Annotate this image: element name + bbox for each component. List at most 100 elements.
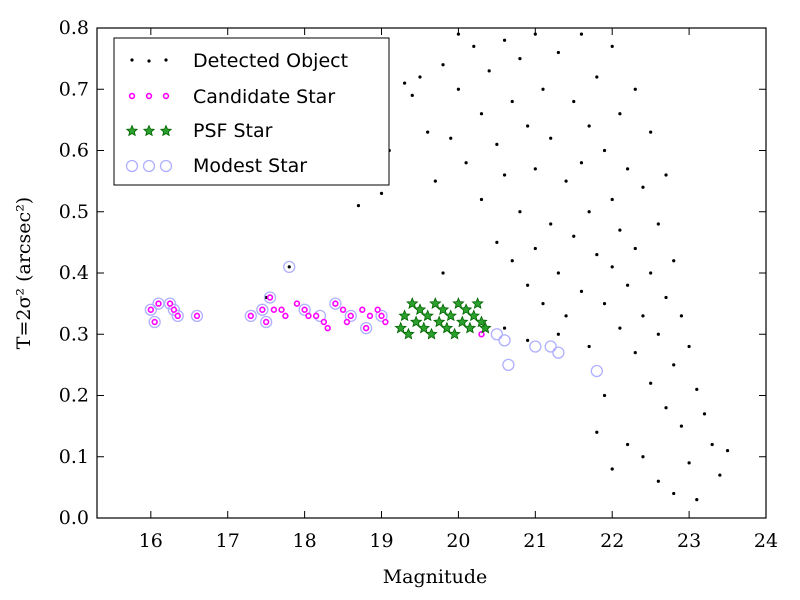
candidate-star-point <box>332 300 339 307</box>
psf-star-point <box>463 321 477 334</box>
detected-object-point <box>526 283 530 287</box>
y-tick-label: 0.4 <box>59 262 89 284</box>
psf-star-point <box>436 303 450 316</box>
y-tick-label: 0.8 <box>59 17 89 39</box>
modest-star-point <box>148 315 161 329</box>
detected-object-point <box>579 32 584 36</box>
legend-marker-candidate <box>128 92 136 100</box>
detected-object-point <box>595 253 599 257</box>
candidate-star-point <box>378 312 385 320</box>
candidate-star-point <box>174 312 181 320</box>
detected-object-point <box>610 197 614 202</box>
legend-label-candidate: Candidate Star <box>193 86 335 108</box>
psf-star-point <box>459 303 473 316</box>
legend-marker-modest <box>125 159 139 173</box>
detected-object-point <box>602 302 607 306</box>
candidate-star-point <box>193 312 201 320</box>
candidate-star-point <box>382 318 389 326</box>
x-tick-label: 17 <box>216 530 240 552</box>
detected-object-point <box>633 246 637 251</box>
modest-star-point <box>502 358 515 372</box>
detected-object-point <box>656 222 660 226</box>
x-axis-label: Magnitude <box>383 566 488 588</box>
candidate-star-point <box>362 324 370 332</box>
x-axis-ticks: 16 17 18 19 20 21 22 23 24 <box>139 28 778 552</box>
detected-object-point <box>656 479 660 483</box>
x-tick-label: 18 <box>293 530 317 552</box>
detected-object-point <box>679 314 684 318</box>
detected-object-point <box>556 332 560 336</box>
modest-star-point <box>529 340 542 353</box>
y-tick-label: 0.1 <box>59 446 89 468</box>
detected-object-point <box>287 265 291 269</box>
x-tick-label: 20 <box>446 530 470 552</box>
modest-star-point <box>256 303 269 316</box>
modest-star-point <box>260 315 273 329</box>
detected-object-point <box>625 442 630 447</box>
x-tick-label: 19 <box>369 530 393 552</box>
legend-label-modest: Modest Star <box>193 155 307 177</box>
candidate-star-point <box>147 306 155 313</box>
detected-object-point <box>672 363 676 367</box>
modest-star-point <box>144 303 157 316</box>
detected-object-point <box>641 455 645 459</box>
detected-object-point <box>649 271 653 275</box>
detected-object-point <box>572 234 576 238</box>
legend-label-psf: PSF Star <box>193 120 273 142</box>
detected-object-point <box>579 161 584 165</box>
psf-star-point <box>471 297 484 309</box>
psf-star-point <box>448 327 461 340</box>
psf-star-point <box>440 321 454 334</box>
candidate-star-point <box>247 312 254 320</box>
modest-star-point <box>552 346 565 359</box>
psf-star-point <box>394 321 407 334</box>
legend-marker-psf <box>125 124 139 137</box>
detected-object-point <box>456 87 461 91</box>
modest-star-point <box>244 309 257 323</box>
detected-object-point <box>679 424 684 428</box>
detected-object-point <box>618 228 622 232</box>
detected-object-point <box>526 124 530 128</box>
detected-object-point <box>479 197 484 202</box>
modest-star-point <box>263 291 277 304</box>
detected-object-point <box>695 387 699 391</box>
modest-star-point <box>544 340 557 353</box>
detected-object-point <box>533 246 537 251</box>
detected-object-point <box>541 87 545 91</box>
detected-object-point <box>402 81 407 85</box>
y-tick-label: 0.0 <box>59 507 89 529</box>
detected-object-point <box>618 112 622 116</box>
legend-label-detected: Detected Object <box>193 50 348 72</box>
candidate-star-point <box>262 318 270 326</box>
detected-object-point <box>533 167 537 171</box>
modest-star-point <box>190 309 204 323</box>
candidate-star-point <box>151 318 158 326</box>
detected-object-point <box>664 406 668 410</box>
detected-object-point <box>556 50 560 55</box>
modest-star-point <box>344 309 357 323</box>
psf-star-point <box>421 309 434 322</box>
legend-marker-candidate <box>162 92 170 100</box>
x-tick-label: 23 <box>677 530 701 552</box>
legend-marker-modest <box>142 159 156 173</box>
detected-object-point <box>610 467 614 471</box>
detected-object-point <box>649 130 653 134</box>
candidate-star-point <box>478 331 485 338</box>
candidate-star-point <box>170 306 178 313</box>
candidate-star-point <box>347 312 354 320</box>
psf-star-point <box>425 327 438 340</box>
psf-star-point <box>409 315 423 328</box>
modest-star-point <box>590 364 603 378</box>
candidate-star-point <box>312 312 320 320</box>
candidate-star-point <box>270 306 278 313</box>
detected-object-point <box>602 393 607 398</box>
legend-box <box>113 37 390 186</box>
detected-object-point <box>479 112 484 116</box>
candidate-star-point <box>282 312 289 320</box>
detected-object-point <box>495 142 499 146</box>
x-tick-label: 21 <box>523 530 547 552</box>
detected-object-point <box>610 265 614 269</box>
detected-object-point <box>549 222 553 226</box>
y-axis-ticks: 0.0 0.1 0.2 0.3 0.4 0.5 0.6 0.7 0.8 <box>59 17 766 529</box>
